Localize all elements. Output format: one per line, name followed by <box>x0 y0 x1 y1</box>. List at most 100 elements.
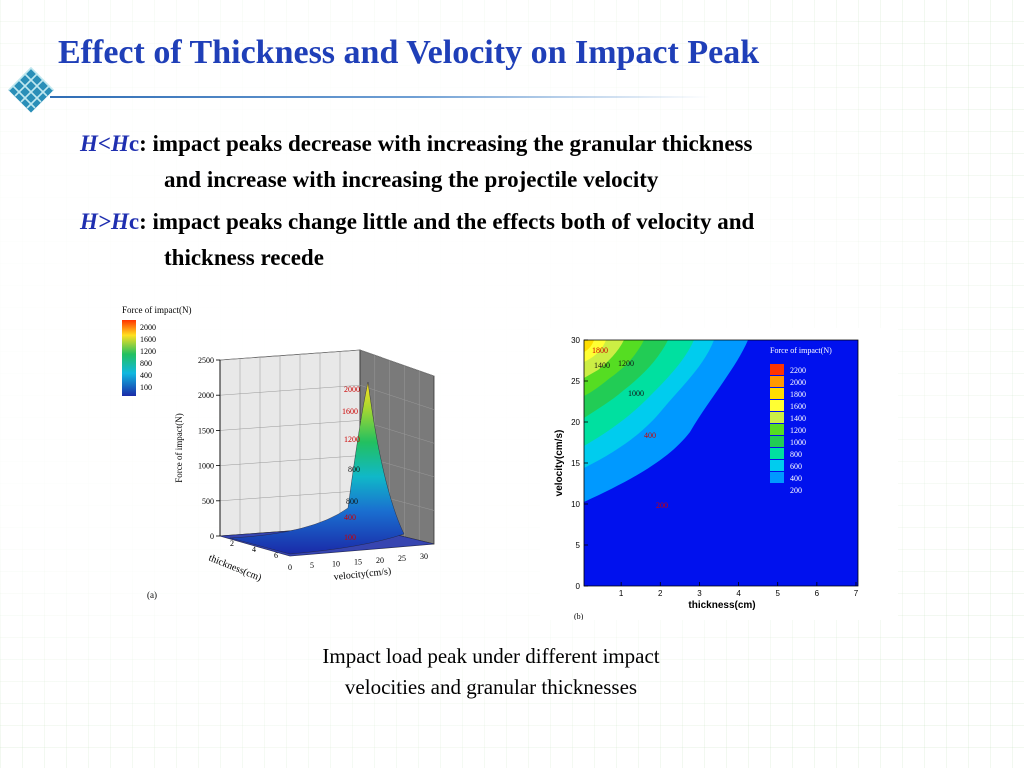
grid-line <box>219 384 361 396</box>
surface-value-label: 100 <box>344 533 356 542</box>
contour-value-label: 400 <box>644 431 656 440</box>
condition-subscript: c <box>128 131 140 156</box>
x-tick-label: 4 <box>252 545 256 554</box>
z-tick-label: 0 <box>210 532 214 541</box>
bullet-text: : impact peaks decrease with increasing … <box>139 131 753 156</box>
y-tick-label: 5 <box>310 561 314 570</box>
x-tick-label: 1 <box>619 589 624 598</box>
legend-label: 600 <box>790 462 802 471</box>
legend-label: 2000 <box>790 378 806 387</box>
legend-swatch <box>770 400 784 411</box>
surface-value-label: 800 <box>346 497 358 506</box>
back-wall <box>219 349 361 537</box>
y-tick-label: 0 <box>576 582 581 591</box>
grid-line <box>359 349 435 377</box>
surface-value-label: 1200 <box>344 435 360 444</box>
y-tick-label: 0 <box>288 563 292 572</box>
slide-title: Effect of Thickness and Velocity on Impa… <box>58 34 760 71</box>
legend-swatch <box>770 424 784 435</box>
legend-swatch <box>770 376 784 387</box>
z-tick-label: 2000 <box>198 391 214 400</box>
legend-label: 800 <box>790 450 802 459</box>
legend-label: 1400 <box>790 414 806 423</box>
contour-value-label: 1000 <box>628 389 644 398</box>
z-tick-label: 2500 <box>198 356 214 365</box>
grid-line <box>219 455 361 466</box>
x-tick-label: 6 <box>815 589 820 598</box>
contour-value-label: 1800 <box>592 346 608 355</box>
x-tick-label: 7 <box>854 589 859 598</box>
legend-swatch <box>770 412 784 423</box>
grid-line <box>219 420 361 431</box>
contour-value-label: 1400 <box>594 361 610 370</box>
grid-line <box>219 349 361 361</box>
bullet-below-critical: H<Hc: impact peaks decrease with increas… <box>80 126 940 198</box>
condition-label: H<H <box>80 131 129 156</box>
panel-label: (b) <box>574 612 584 620</box>
legend-label: 1000 <box>790 438 806 447</box>
title-underline <box>50 96 710 98</box>
y-tick-label: 20 <box>376 556 384 565</box>
surface-value-label: 400 <box>344 513 356 522</box>
legend-swatch <box>770 436 784 447</box>
bullet-text: : impact peaks change little and the eff… <box>139 209 755 234</box>
x-tick-label: 5 <box>775 589 780 598</box>
z-tick-label: 1000 <box>198 462 214 471</box>
y-tick-label: 20 <box>571 418 580 427</box>
surface-plot-figure: Force of impact(N) 200016001200800400100… <box>122 305 435 600</box>
figure-caption: Impact load peak under different impact … <box>250 641 732 703</box>
y-tick-label: 15 <box>354 558 362 567</box>
legend-swatch <box>770 448 784 459</box>
y-tick-label: 25 <box>571 377 580 386</box>
legend-label: 400 <box>140 371 152 380</box>
z-tick-label: 500 <box>202 497 214 506</box>
diamond-logo-icon <box>8 67 54 113</box>
legend-label: 800 <box>140 359 152 368</box>
legend-label: 1800 <box>790 390 806 399</box>
legend-title: Force of impact(N) <box>770 346 832 355</box>
legend-swatch <box>770 364 784 375</box>
bullet-text-continued: and increase with increasing the project… <box>164 167 659 192</box>
y-tick-label: 25 <box>398 554 406 563</box>
legend-swatch <box>770 484 784 495</box>
x-axis-label: thickness(cm) <box>688 600 755 611</box>
legend-label: 2200 <box>790 366 806 375</box>
legend-label: 400 <box>790 474 802 483</box>
condition-subscript: c <box>128 209 140 234</box>
surface-peak <box>229 381 405 555</box>
y-axis-label: velocity(cm/s) <box>554 430 565 497</box>
grid-line <box>219 490 361 502</box>
contour-value-label: 1200 <box>618 359 634 368</box>
legend-swatch <box>770 472 784 483</box>
contour-band-1800 <box>584 340 594 352</box>
surface-value-label: 1600 <box>342 407 358 416</box>
panel-label: (a) <box>147 590 157 600</box>
caption-line-1: Impact load peak under different impact <box>322 644 660 668</box>
legend-swatch <box>770 460 784 471</box>
x-tick-label: 3 <box>697 589 702 598</box>
bullet-text-continued: thickness recede <box>164 245 324 270</box>
legend-label: 1600 <box>790 402 806 411</box>
grid-line <box>359 384 435 410</box>
legend-title: Force of impact(N) <box>122 305 191 315</box>
x-axis-label: thickness(cm) <box>207 553 263 584</box>
y-tick-label: 10 <box>332 559 340 568</box>
surface-value-label: 800 <box>348 465 360 474</box>
surface-value-label: 2000 <box>344 385 360 394</box>
y-tick-label: 30 <box>571 336 580 345</box>
x-tick-label: 4 <box>736 589 741 598</box>
legend-label: 1200 <box>790 426 806 435</box>
legend-swatch <box>770 388 784 399</box>
condition-label: H>H <box>80 209 129 234</box>
y-tick-label: 10 <box>571 500 580 509</box>
legend-label: 1600 <box>140 335 156 344</box>
y-tick-label: 30 <box>420 552 428 561</box>
legend-label: 2000 <box>140 323 156 332</box>
y-tick-label: 15 <box>571 459 580 468</box>
x-tick-label: 6 <box>274 551 278 560</box>
x-tick-label: 2 <box>658 589 663 598</box>
z-axis-label: Force of impact(N) <box>174 413 184 482</box>
y-axis-label: velocity(cm/s) <box>333 566 392 583</box>
legend-label: 1200 <box>140 347 156 356</box>
